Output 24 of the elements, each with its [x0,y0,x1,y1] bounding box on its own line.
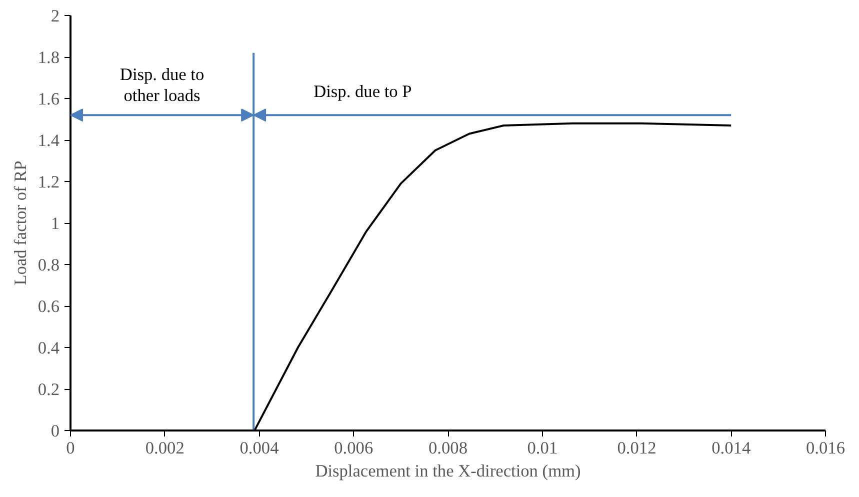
y-tick-label: 0.2 [38,380,60,399]
x-tick-label: 0.006 [334,438,374,458]
y-tick-label: 1.2 [38,172,60,192]
y-tick-label: 1.6 [38,90,60,108]
x-tick-label: 0.014 [712,438,751,458]
y-tick-label: 1.8 [38,48,60,67]
y-tick-label: 0.8 [38,256,60,274]
x-tick-label: 0.016 [806,438,846,458]
x-tick-label: 0.008 [428,438,468,458]
y-tick-label: 0 [50,422,60,440]
x-axis-title: Displacement in the X-direction (mm) [315,462,582,480]
x-tick-label: 0.004 [240,438,280,458]
x-tick-label: 0.012 [617,438,656,458]
x-tick-label: 0.01 [527,438,558,458]
x-tick-label: 0.002 [145,438,184,458]
y-tick-label: 0.4 [38,338,60,358]
y-tick-label: 1.4 [38,131,60,150]
y-tick-label: 0.6 [38,297,60,316]
annotation: Disp. due to P [314,82,412,102]
annotation: Disp. due to other loads [120,65,204,106]
y-tick-label: 1 [50,214,60,233]
x-tick-label: 0 [66,438,75,458]
y-tick-label: 2 [50,6,60,26]
y-axis-title: Load factor of RP [10,160,30,286]
